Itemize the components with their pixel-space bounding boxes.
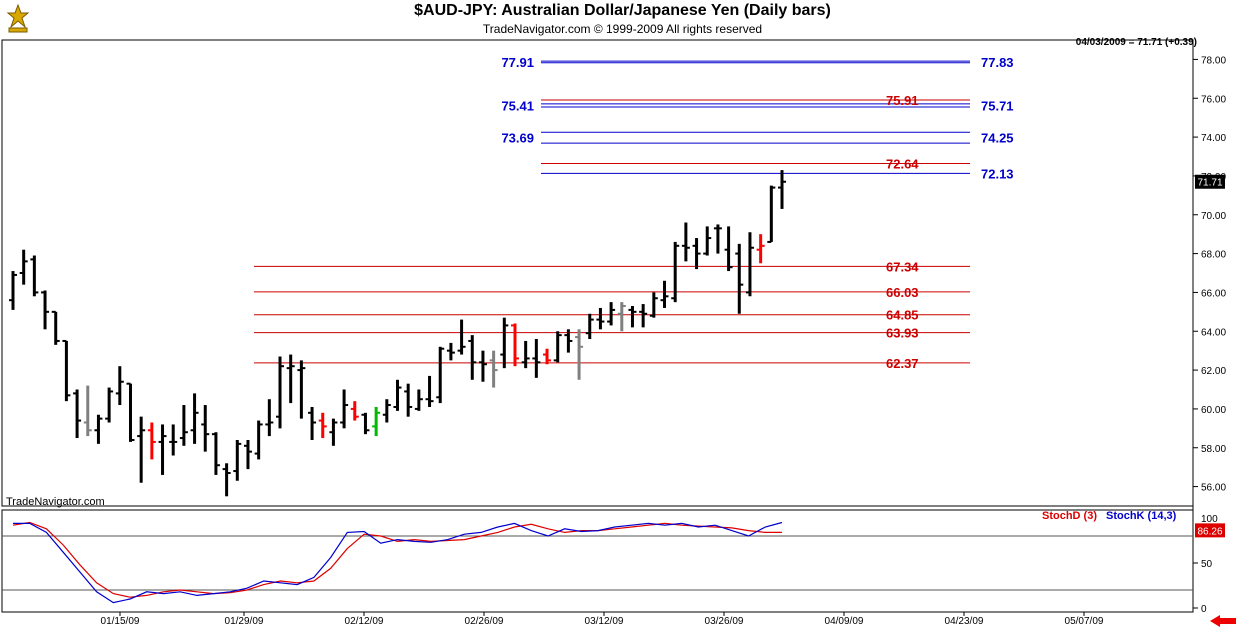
- price-axis-label: 78.00: [1201, 55, 1226, 66]
- x-axis-label: 03/26/09: [705, 616, 744, 627]
- brand-watermark: TradeNavigator.com: [6, 496, 105, 508]
- price-axis-label: 70.00: [1201, 211, 1226, 222]
- last-quote: 04/03/2009 = 71.71 (+0.39): [1075, 37, 1197, 48]
- price-panel-frame: [1, 39, 1194, 507]
- last-price-label: 71.71: [1197, 178, 1222, 189]
- red-level-label: 64.85: [886, 308, 919, 323]
- copyright-subtitle: TradeNavigator.com © 1999-2009 All right…: [482, 22, 763, 36]
- x-axis-label: 02/26/09: [465, 616, 504, 627]
- blue-level-left-label: 75.41: [501, 98, 534, 113]
- price-axis-label: 56.00: [1201, 483, 1226, 494]
- red-level-label: 67.34: [886, 259, 919, 274]
- x-axis-label: 01/15/09: [101, 616, 140, 627]
- tradenavigator-logo-icon: [6, 3, 30, 33]
- blue-level-left-label: 73.69: [501, 131, 534, 146]
- blue-level-right-label: 77.83: [981, 55, 1014, 70]
- price-axis-label: 60.00: [1201, 405, 1226, 416]
- x-axis-label: 04/23/09: [945, 616, 984, 627]
- stoch-panel-frame: [1, 509, 1194, 613]
- price-axis-label: 68.00: [1201, 250, 1226, 261]
- x-axis-label: 04/09/09: [825, 616, 864, 627]
- scroll-left-arrow-icon[interactable]: [1208, 614, 1238, 628]
- x-axis-label: 02/12/09: [345, 616, 384, 627]
- stoch-d-line: [12, 521, 782, 598]
- price-axis-label: 64.00: [1201, 327, 1226, 338]
- legend-stoch-d: StochD (3): [1042, 510, 1097, 522]
- price-axis-label: 76.00: [1201, 94, 1226, 105]
- price-axis-label: 58.00: [1201, 444, 1226, 455]
- red-level-label: 63.93: [886, 326, 919, 341]
- blue-level-right-label: 72.13: [981, 166, 1014, 181]
- price-axis-label: 66.00: [1201, 288, 1226, 299]
- last-price-tag: [1195, 174, 1225, 189]
- stoch-axis-label: 0: [1201, 604, 1207, 615]
- x-axis-label: 05/07/09: [1065, 616, 1104, 627]
- red-level-label: 72.64: [886, 156, 919, 171]
- blue-level-left-label: 77.91: [501, 55, 534, 70]
- red-level-label: 66.03: [886, 285, 919, 300]
- red-level-label: 62.37: [886, 356, 919, 371]
- price-axis-label: 74.00: [1201, 133, 1226, 144]
- legend-stoch-k: StochK (14,3): [1106, 510, 1177, 522]
- x-axis-label: 03/12/09: [585, 616, 624, 627]
- blue-level-right-label: 75.71: [981, 98, 1014, 113]
- stoch-last-tag: [1195, 523, 1225, 538]
- stoch-axis-label: 50: [1201, 559, 1213, 570]
- stoch-last-label: 86.26: [1197, 526, 1222, 537]
- stoch-axis-label-top: 100: [1201, 514, 1218, 525]
- x-axis-label: 01/29/09: [225, 616, 264, 627]
- blue-level-right-label: 74.25: [981, 131, 1014, 146]
- price-axis-label: 62.00: [1201, 366, 1226, 377]
- red-level-label: 75.91: [886, 93, 919, 108]
- stoch-k-line: [13, 521, 783, 604]
- chart-title: $AUD-JPY: Australian Dollar/Japanese Yen…: [414, 2, 831, 19]
